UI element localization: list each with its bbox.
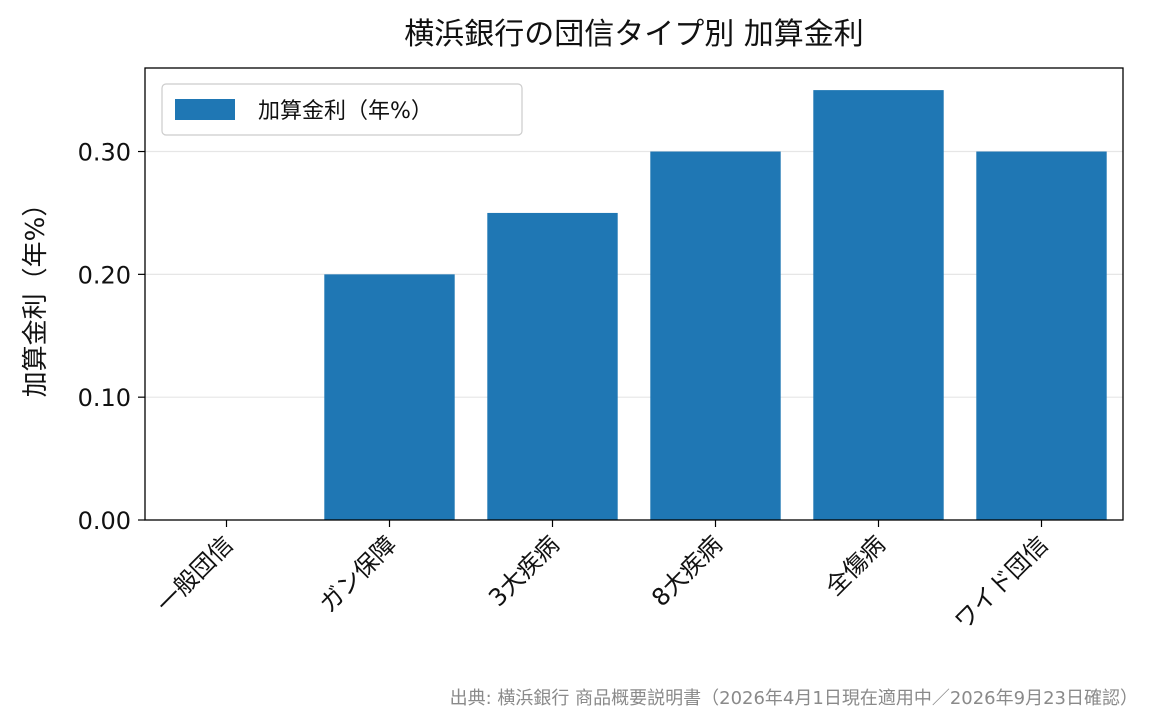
x-axis-ticks: 一般団信 ガン保障 3大疾病 8大疾病 全傷病 ワイド団信 [151,520,1054,635]
bar [813,90,944,520]
legend-label: 加算金利（年%） [258,99,433,124]
x-tick-label: 3大疾病 [483,530,565,612]
bar [976,151,1107,521]
x-tick-label: 全傷病 [820,530,891,601]
legend-box [161,83,523,136]
bar [324,274,455,520]
grid-layer [145,150,1123,398]
y-tick-label: 0.00 [78,507,131,535]
x-tick-label: ワイド団信 [949,530,1054,635]
y-tick-label: 0.20 [78,261,131,289]
y-tick-label: 0.30 [78,139,131,167]
bar-layer [324,90,1107,521]
bar [487,212,618,520]
y-axis-label: 加算金利（年%） [21,191,51,398]
bar [650,151,781,521]
source-note: 出典: 横浜銀行 商品概要説明書（2026年4月1日現在適用中／2026年9月2… [450,688,1138,709]
chart-title: 横浜銀行の団信タイプ別 加算金利 [404,17,864,52]
x-tick-label: 8大疾病 [646,530,728,612]
legend-swatch [175,99,235,120]
x-tick-label: 一般団信 [151,530,239,618]
y-axis-ticks: 0.00 0.10 0.20 0.30 [78,139,145,535]
plot-frame [144,67,1124,521]
y-tick-label: 0.10 [78,384,131,412]
legend: 加算金利（年%） [161,83,523,136]
x-tick-label: ガン保障 [314,530,402,618]
